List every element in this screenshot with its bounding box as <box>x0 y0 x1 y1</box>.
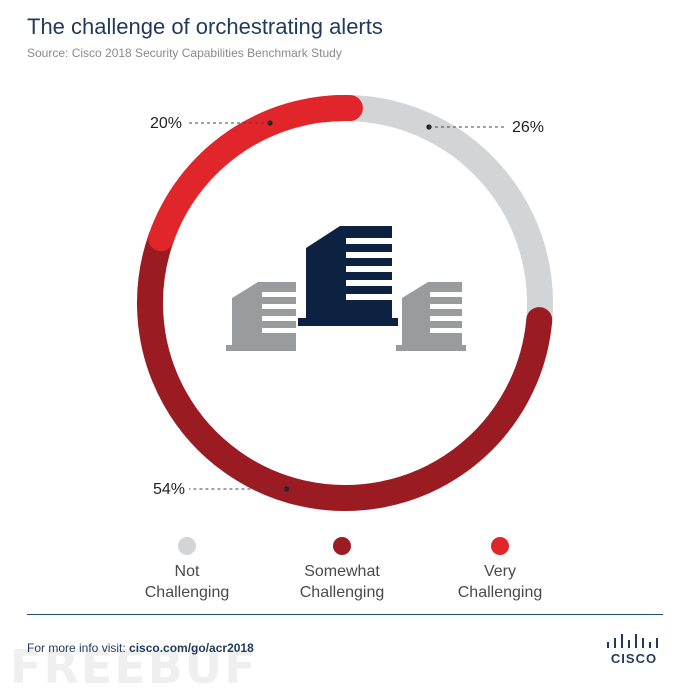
freebuf-watermark: FREEBUF <box>10 640 258 690</box>
donut-slice-cap <box>316 95 363 122</box>
legend-label: Very Challenging <box>457 563 543 601</box>
data-label-very-challenging: 20% <box>150 115 182 132</box>
donut-slice-not-challenging <box>336 95 553 334</box>
legend-label: Not Challenging <box>144 563 230 601</box>
donut-chart: 26% 54% 20% <box>137 95 553 511</box>
legend-dot <box>333 537 351 555</box>
chart-title: The challenge of orchestrating alerts <box>27 14 383 39</box>
legend-item-not-challenging: Not Challenging <box>107 537 267 603</box>
data-label-somewhat-challenging: 54% <box>153 481 185 498</box>
cisco-bars-icon <box>607 634 658 648</box>
cisco-logo: CISCO <box>603 632 665 666</box>
legend-item-very-challenging: Very Challenging <box>420 537 580 603</box>
footer-divider <box>27 614 663 615</box>
footer-prefix: For more info visit: <box>27 641 130 655</box>
label-leaders: 26% 54% 20% <box>150 115 544 498</box>
chart-subtitle: Source: Cisco 2018 Security Capabilities… <box>27 46 342 60</box>
donut-slice-somewhat-challenging <box>137 225 553 511</box>
donut-slice-very-challenging <box>148 95 363 252</box>
legend-dot <box>178 537 196 555</box>
footer-info: For more info visit: cisco.com/go/acr201… <box>27 641 254 655</box>
donut-arcs <box>137 95 553 511</box>
legend-item-somewhat-challenging: Somewhat Challenging <box>262 537 422 603</box>
footer-link[interactable]: cisco.com/go/acr2018 <box>129 641 254 655</box>
office-buildings-icon <box>226 226 466 351</box>
data-label-not-challenging: 26% <box>512 119 544 136</box>
legend-label: Somewhat Challenging <box>299 563 385 601</box>
legend-dot <box>491 537 509 555</box>
